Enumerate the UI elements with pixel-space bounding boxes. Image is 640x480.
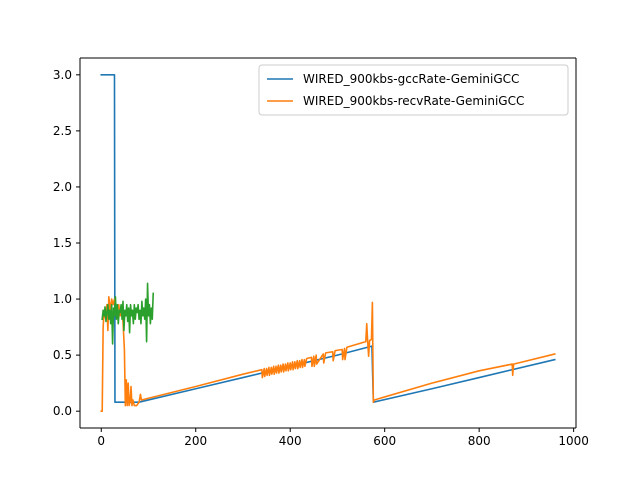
x-axis-ticks: 0 200 400 600 800 1000 (97, 428, 589, 448)
series-line-3 (101, 282, 155, 345)
legend-label: WIRED_900kbs-gccRate-GeminiGCC (303, 72, 519, 86)
legend-label: WIRED_900kbs-recvRate-GeminiGCC (303, 94, 524, 108)
y-tick-label: 1.0 (53, 292, 72, 306)
y-tick-label: 2.0 (53, 180, 72, 194)
series-layer (100, 74, 556, 412)
x-tick-label: 0 (97, 434, 105, 448)
y-tick-label: 1.5 (53, 236, 72, 250)
y-axis-ticks: 0.0 0.5 1.0 1.5 2.0 2.5 3.0 (53, 68, 80, 418)
x-tick-label: 200 (184, 434, 207, 448)
plot-area (80, 58, 576, 428)
y-tick-label: 3.0 (53, 68, 72, 82)
y-tick-label: 0.0 (53, 404, 72, 418)
legend-box (258, 64, 569, 116)
x-tick-label: 400 (279, 434, 302, 448)
legend: WIRED_900kbs-gccRate-GeminiGCC WIRED_900k… (258, 64, 569, 116)
x-tick-label: 1000 (558, 434, 589, 448)
y-tick-label: 2.5 (53, 124, 72, 138)
x-tick-label: 800 (468, 434, 491, 448)
x-tick-label: 600 (373, 434, 396, 448)
series-line-2 (100, 296, 556, 412)
y-tick-label: 0.5 (53, 348, 72, 362)
